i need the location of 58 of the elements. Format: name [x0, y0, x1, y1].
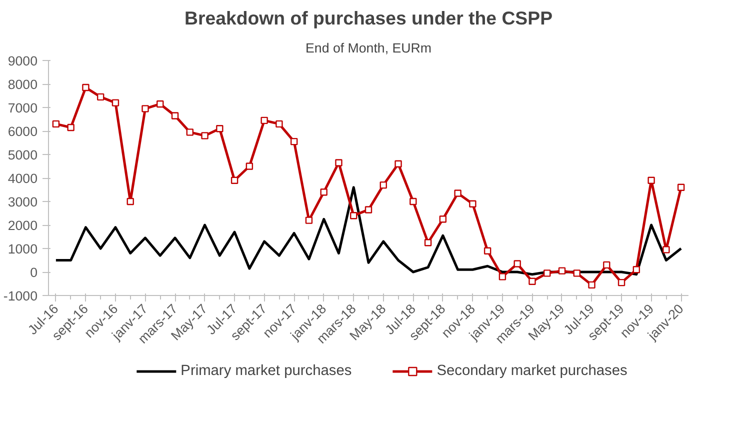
y-tick-label: 0 — [30, 265, 38, 280]
point — [648, 176, 655, 184]
point — [126, 198, 134, 206]
point — [230, 176, 238, 184]
point — [394, 160, 402, 168]
point — [67, 124, 74, 132]
point — [424, 239, 432, 246]
point — [320, 188, 328, 196]
point — [364, 206, 372, 214]
point — [246, 162, 254, 170]
point — [514, 260, 521, 268]
point — [558, 267, 566, 274]
point — [588, 281, 596, 289]
point — [498, 273, 506, 280]
point — [96, 93, 104, 101]
point — [290, 138, 298, 146]
point — [484, 247, 492, 254]
point — [186, 128, 194, 136]
point — [469, 200, 476, 208]
point — [156, 100, 164, 108]
legend-label: Secondary market purchases — [436, 363, 628, 379]
point — [632, 266, 640, 274]
point — [216, 125, 224, 132]
point — [528, 278, 536, 285]
point — [82, 84, 90, 92]
point — [142, 105, 149, 112]
point — [276, 120, 283, 128]
point — [380, 181, 387, 189]
point — [350, 212, 358, 220]
point — [335, 159, 342, 166]
y-tick-label: 3000 — [8, 194, 38, 210]
point — [171, 112, 179, 120]
point — [454, 190, 462, 197]
legend-label: Primary market purchases — [180, 363, 352, 379]
point — [112, 99, 120, 106]
y-tick-label: 1000 — [8, 242, 38, 256]
y-tick-label: 7000 — [8, 100, 38, 116]
point — [573, 270, 580, 277]
chart-title: Breakdown of purchases under the CSPP — [184, 8, 553, 28]
y-tick-label: 4000 — [8, 171, 38, 186]
point — [618, 278, 626, 286]
point — [544, 270, 551, 277]
point — [260, 116, 268, 124]
y-tick-label: -1000 — [3, 288, 38, 304]
point — [410, 198, 417, 206]
point — [677, 184, 685, 191]
point — [603, 261, 610, 269]
y-tick-label: 9000 — [8, 54, 38, 68]
point — [305, 216, 313, 224]
y-tick-label: 5000 — [8, 148, 38, 162]
point — [439, 216, 447, 223]
y-tick-label: 6000 — [8, 124, 38, 139]
y-tick-label: 8000 — [8, 77, 38, 92]
point — [52, 120, 60, 128]
point — [201, 132, 208, 140]
y-tick-label: 2000 — [8, 218, 38, 233]
point — [662, 246, 670, 254]
chart-subtitle: End of Month, EURm — [306, 40, 432, 56]
